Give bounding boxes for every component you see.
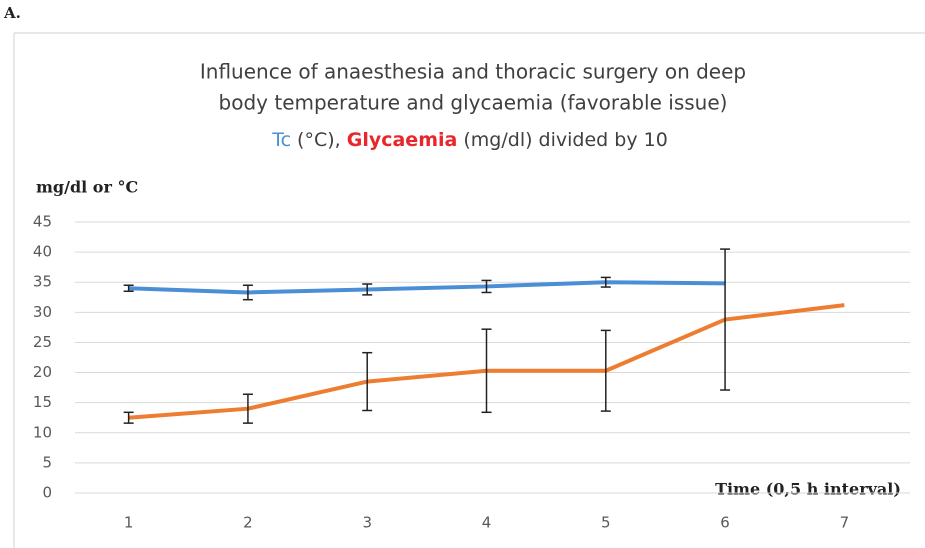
y-tick-label: 20: [33, 363, 52, 381]
y-tick-label: 30: [33, 303, 52, 321]
x-tick-label: 6: [720, 514, 730, 532]
y-axis-label: mg/dl or °C: [36, 178, 138, 197]
error-bar: [242, 393, 253, 424]
y-tick-label: 10: [33, 423, 52, 441]
x-tick-label: 5: [601, 514, 611, 532]
chart-title: Influence of anaesthesia and thoracic su…: [200, 60, 746, 84]
error-bar: [362, 283, 373, 296]
error-bar: [600, 329, 611, 412]
subtitle-part: (mg/dl) divided by 10: [457, 129, 667, 151]
error-bar: [481, 328, 492, 414]
x-axis-label: Time (0,5 h interval): [715, 480, 901, 499]
y-tick-label: 40: [33, 243, 52, 261]
y-tick-label: 5: [42, 453, 52, 471]
x-tick-label: 2: [243, 514, 253, 532]
x-tick-label: 3: [362, 514, 372, 532]
error-bar: [481, 279, 492, 294]
panel-label: A.: [3, 4, 21, 22]
y-tick-label: 45: [33, 213, 52, 231]
y-tick-label: 15: [33, 393, 52, 411]
error-bar: [720, 248, 731, 391]
error-bar: [123, 284, 134, 293]
x-tick-label: 1: [124, 514, 134, 532]
subtitle-part: Tc: [271, 129, 291, 151]
x-tick-label: 4: [482, 514, 492, 532]
series-line: [128, 280, 726, 295]
y-tick-label: 25: [33, 333, 52, 351]
error-bar: [362, 351, 373, 412]
y-tick-label: 0: [42, 484, 52, 502]
y-tick-label: 35: [33, 273, 52, 291]
subtitle-part: (°C),: [291, 129, 347, 151]
error-bar: [600, 276, 611, 288]
x-tick-label: 7: [840, 514, 850, 532]
error-bar: [242, 284, 253, 301]
chart-title: body temperature and glycaemia (favorabl…: [219, 91, 728, 115]
chart-subtitle: Tc (°C), Glycaemia (mg/dl) divided by 10: [271, 129, 668, 151]
subtitle-part: Glycaemia: [347, 129, 458, 151]
error-bar: [123, 411, 134, 424]
